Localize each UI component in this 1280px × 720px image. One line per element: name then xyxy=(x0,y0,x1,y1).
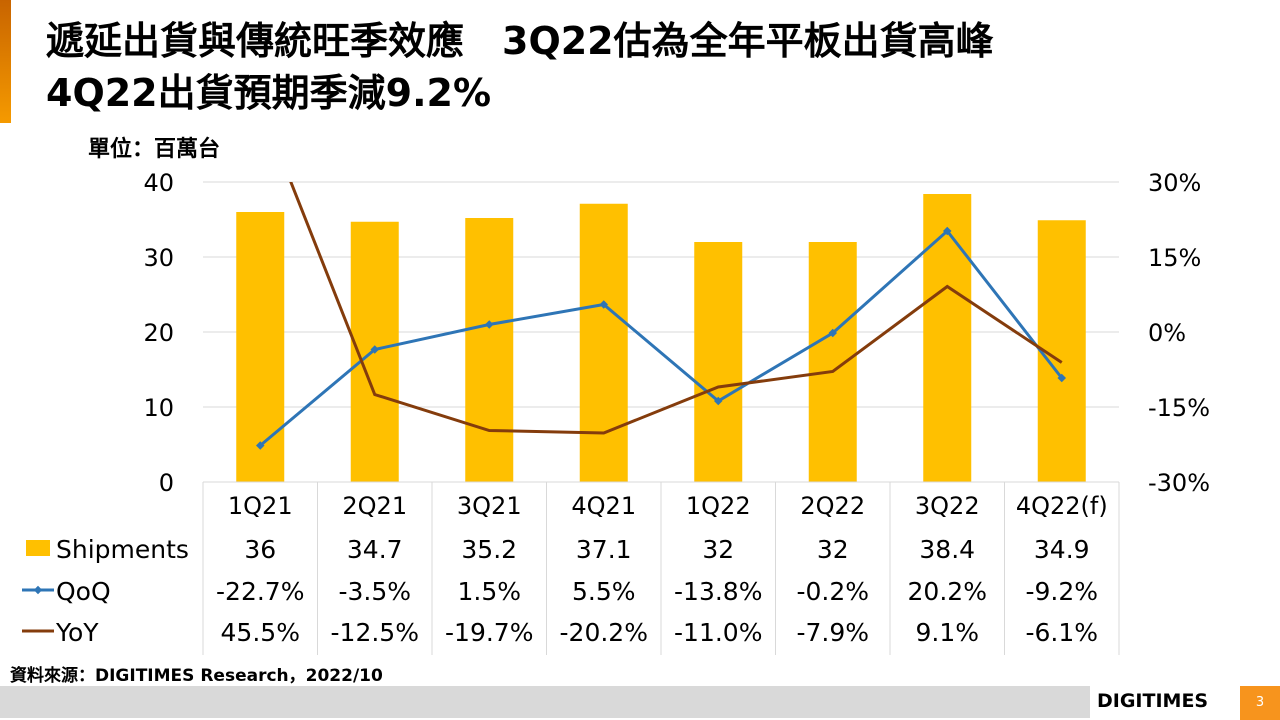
y-tick-label: 10 xyxy=(143,394,174,422)
legend-label-qoq: QoQ xyxy=(56,577,111,606)
table-cell-qoq: 5.5% xyxy=(572,577,636,606)
marker-qoq xyxy=(370,345,379,354)
category-label: 4Q21 xyxy=(571,492,636,520)
bar-shipments-4Q21 xyxy=(579,203,628,482)
digitimes-logo: DIGITIMES xyxy=(1097,690,1209,712)
table-cell-qoq: -13.8% xyxy=(674,577,762,606)
legend-label-shipments: Shipments xyxy=(56,535,189,564)
table-cell-shipments: 32 xyxy=(702,535,734,564)
legend-key-shipments xyxy=(26,540,50,556)
title-line-2: 4Q22出貨預期季減9.2% xyxy=(46,71,492,115)
footer-bar xyxy=(0,686,1090,718)
table-cell-shipments: 34.7 xyxy=(347,535,403,564)
table-cell-shipments: 32 xyxy=(817,535,849,564)
table-cell-qoq: -22.7% xyxy=(216,577,304,606)
category-label: 4Q22(f) xyxy=(1016,492,1108,520)
line-yoy xyxy=(289,182,1063,435)
category-label: 3Q22 xyxy=(915,492,980,520)
category-label: 3Q21 xyxy=(457,492,522,520)
unit-label: 單位：百萬台 xyxy=(88,137,221,162)
table-cell-shipments: 38.4 xyxy=(919,535,975,564)
table-cell-yoy: -6.1% xyxy=(1025,618,1098,647)
table-cell-shipments: 36 xyxy=(244,535,276,564)
page-number: 3 xyxy=(1240,686,1280,720)
table-cell-qoq: 1.5% xyxy=(457,577,521,606)
y-tick-label: 0 xyxy=(159,469,174,497)
bar-shipments-3Q22 xyxy=(923,194,972,482)
table-cell-qoq: 20.2% xyxy=(908,577,987,606)
legend-label-yoy: YoY xyxy=(55,618,99,647)
table-cell-qoq: -3.5% xyxy=(338,577,411,606)
source-note: 資料來源：DIGITIMES Research，2022/10 xyxy=(10,666,383,686)
bar-shipments-3Q21 xyxy=(465,218,514,482)
bar-shipments-1Q21 xyxy=(236,212,285,482)
y2-tick-label: 30% xyxy=(1148,169,1201,197)
table-cell-yoy: -12.5% xyxy=(331,618,419,647)
y2-tick-label: -15% xyxy=(1148,394,1210,422)
table-cell-shipments: 35.2 xyxy=(461,535,517,564)
accent-bar xyxy=(0,0,11,123)
marker-qoq xyxy=(714,396,723,406)
table-cell-shipments: 37.1 xyxy=(576,535,632,564)
y-tick-label: 40 xyxy=(143,169,174,197)
marker-qoq xyxy=(599,300,608,309)
y-tick-label: 30 xyxy=(143,244,174,272)
table-cell-qoq: -0.2% xyxy=(796,577,869,606)
table-cell-shipments: 34.9 xyxy=(1034,535,1090,564)
marker-qoq xyxy=(828,328,837,338)
category-label: 2Q21 xyxy=(342,492,407,520)
table-cell-yoy: -11.0% xyxy=(674,618,762,647)
table-cell-yoy: 45.5% xyxy=(221,618,300,647)
category-label: 1Q22 xyxy=(686,492,751,520)
table-cell-yoy: 9.1% xyxy=(915,618,979,647)
legend-marker-qoq xyxy=(33,585,43,595)
y-tick-label: 20 xyxy=(143,319,174,347)
combo-chart: 0 10 20 30 40 -30% -15% 0% 15% 30% 1Q21 2Q21 3Q21 4Q2… xyxy=(22,169,1210,655)
marker-qoq xyxy=(256,441,265,450)
category-label: 2Q22 xyxy=(800,492,865,520)
title-line-1: 遞延出貨與傳統旺季效應 3Q22估為全年平板出貨高峰 xyxy=(46,19,994,63)
y2-tick-label: 0% xyxy=(1148,319,1186,347)
bar-shipments-1Q22 xyxy=(694,242,743,482)
y2-tick-label: 15% xyxy=(1148,244,1201,272)
table-cell-yoy: -7.9% xyxy=(796,618,869,647)
table-cell-yoy: -19.7% xyxy=(445,618,533,647)
category-label: 1Q21 xyxy=(228,492,293,520)
y2-tick-label: -30% xyxy=(1148,469,1210,497)
table-cell-yoy: -20.2% xyxy=(560,618,648,647)
marker-qoq xyxy=(485,320,494,329)
marker-qoq xyxy=(1057,373,1066,383)
line-qoq xyxy=(259,228,1063,447)
bar-shipments-2Q22 xyxy=(808,242,857,482)
table-cell-qoq: -9.2% xyxy=(1025,577,1098,606)
